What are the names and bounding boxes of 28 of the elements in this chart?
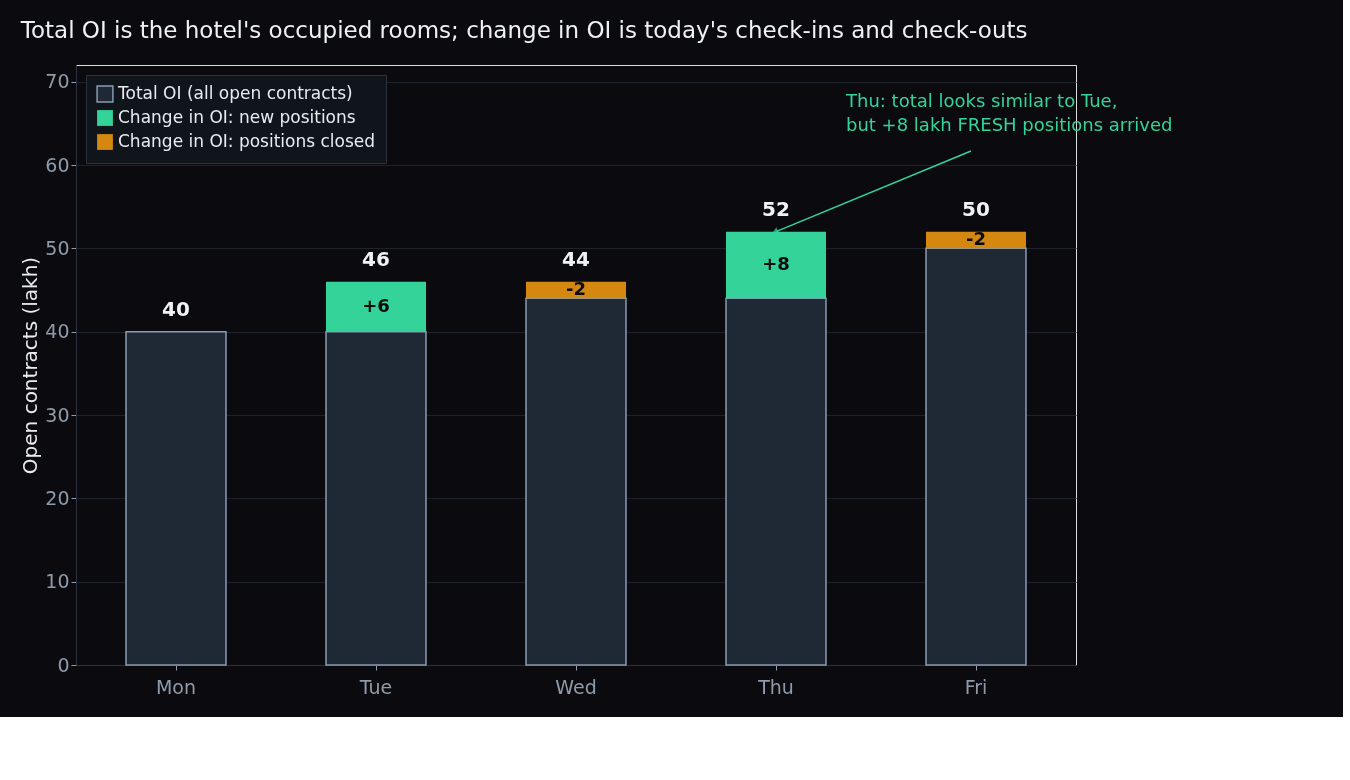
y-tick-label: 40 xyxy=(45,320,70,343)
total-label: 44 xyxy=(562,246,590,271)
chart-title: Total OI is the hotel's occupied rooms; change in OI is today's check-ins and check-outs xyxy=(19,17,1028,43)
data-label: -2 xyxy=(966,228,986,249)
total-label: 40 xyxy=(162,296,190,321)
bar xyxy=(326,281,426,332)
x-tick-label: Fri xyxy=(964,675,988,698)
total-label: 50 xyxy=(962,196,990,221)
x-tick-label: Wed xyxy=(555,675,597,698)
x-tick-label: Mon xyxy=(155,675,197,698)
x-tick-label: Thu xyxy=(757,675,794,698)
y-axis-title: Open contracts (lakh) xyxy=(18,256,43,475)
total-label: 46 xyxy=(362,246,390,271)
legend-label: Change in OI: positions closed xyxy=(118,131,376,151)
x-tick-label: Tue xyxy=(358,675,393,698)
legend-label: Total OI (all open contracts) xyxy=(117,83,353,103)
y-tick-label: 30 xyxy=(45,403,70,426)
y-tick-label: 20 xyxy=(45,486,70,509)
y-tick-label: 60 xyxy=(45,153,70,176)
y-tick-label: 10 xyxy=(45,570,70,593)
data-label: +8 xyxy=(762,253,790,274)
total-label: 52 xyxy=(762,196,790,221)
y-tick-label: 70 xyxy=(45,70,70,93)
legend-label: Change in OI: new positions xyxy=(118,107,356,127)
y-tick-label: 50 xyxy=(45,236,70,259)
y-tick-label: 0 xyxy=(57,653,70,676)
data-label: -2 xyxy=(566,278,586,299)
data-label: +6 xyxy=(362,294,390,316)
